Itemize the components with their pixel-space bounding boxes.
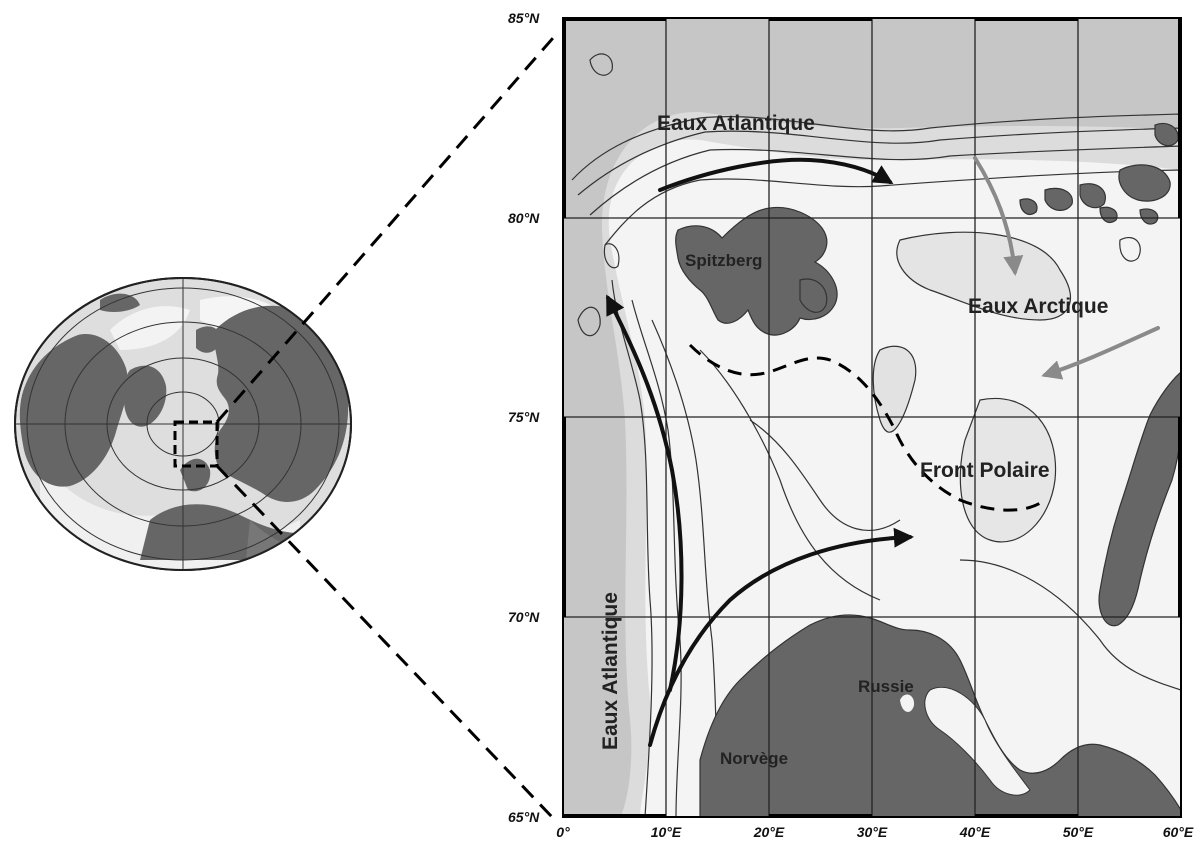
globe-land-america bbox=[19, 334, 128, 487]
label-spitzberg: Spitzberg bbox=[685, 251, 762, 270]
label-eaux-arctique: Eaux Arctique bbox=[968, 295, 1108, 318]
lat-label-80: 80°N bbox=[508, 210, 540, 226]
zoom-line-bottom bbox=[215, 464, 555, 820]
globe-region-box bbox=[173, 420, 219, 468]
label-eaux-atlantique-west: Eaux Atlantique bbox=[599, 592, 622, 750]
lon-label-20e: 20°E bbox=[753, 824, 785, 840]
globe-land-eurasia bbox=[214, 305, 349, 502]
arrow-arctic-east bbox=[1041, 326, 1160, 380]
lat-label-85: 85°N bbox=[508, 10, 540, 26]
arrow-atlantic-east bbox=[648, 527, 914, 747]
label-russie: Russie bbox=[858, 677, 914, 696]
lat-label-70: 70°N bbox=[508, 609, 540, 625]
regional-map: Eaux Atlantique Eaux Atlantique Eaux Arc… bbox=[508, 10, 1194, 840]
lon-label-10e: 10°E bbox=[651, 824, 682, 840]
polar-front-line bbox=[688, 343, 1046, 512]
arrow-arctic-north bbox=[973, 156, 1024, 276]
lon-label-0: 0° bbox=[556, 824, 570, 840]
globe-land-greenland bbox=[124, 365, 167, 427]
label-eaux-atlantique-north: Eaux Atlantique bbox=[657, 112, 815, 135]
lon-label-30e: 30°E bbox=[857, 824, 888, 840]
lon-label-60e: 60°E bbox=[1163, 824, 1194, 840]
lat-label-65: 65°N bbox=[508, 809, 540, 825]
label-norvege: Norvège bbox=[720, 749, 788, 768]
zoom-line-top bbox=[215, 37, 555, 423]
land-spitsbergen bbox=[675, 206, 838, 336]
label-front-polaire: Front Polaire bbox=[920, 459, 1050, 482]
ocean-zone-deep bbox=[563, 18, 1181, 817]
lat-label-75: 75°N bbox=[508, 409, 540, 425]
arrow-atlantic-west bbox=[606, 294, 684, 692]
lon-label-50e: 50°E bbox=[1063, 824, 1094, 840]
land-franz-josef bbox=[1044, 187, 1073, 211]
arrow-atlantic-north bbox=[658, 157, 894, 192]
lon-label-40e: 40°E bbox=[959, 824, 991, 840]
